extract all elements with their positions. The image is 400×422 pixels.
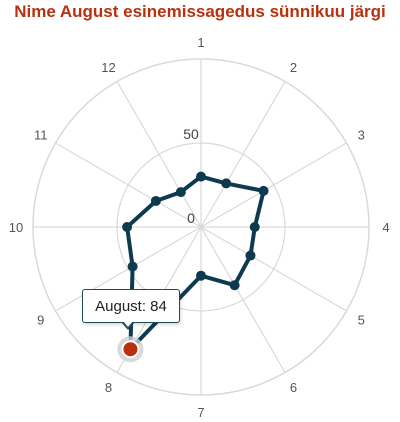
highlight-layer: [117, 336, 144, 363]
grid-spoke: [200, 142, 347, 228]
data-point[interactable]: [245, 250, 256, 261]
month-tick-label: 9: [37, 313, 44, 328]
tooltip: August: 84: [82, 289, 180, 323]
month-tick-label: 12: [101, 60, 115, 75]
grid-spoke: [116, 81, 202, 228]
month-tick-label: 2: [290, 60, 297, 75]
grid-spoke: [200, 226, 347, 312]
month-tick-label: 11: [34, 128, 48, 143]
data-point[interactable]: [229, 280, 240, 291]
data-point[interactable]: [249, 222, 260, 232]
data-point[interactable]: [150, 195, 161, 206]
month-tick-label: 4: [382, 220, 389, 235]
grid-spoke: [55, 226, 202, 312]
data-point[interactable]: [175, 187, 186, 198]
tooltip-arrow-inner: [123, 321, 133, 327]
highlighted-data-point[interactable]: [121, 340, 140, 359]
month-tick-label: 8: [105, 380, 112, 395]
data-point[interactable]: [258, 185, 269, 196]
grid-spoke: [200, 226, 286, 373]
month-tick-label: 6: [290, 380, 297, 395]
radial-axis-labels: 0 50: [183, 126, 199, 226]
radial-tick-label: 50: [183, 126, 199, 142]
grid-spoke: [200, 81, 286, 228]
month-tick-label: 10: [9, 220, 23, 235]
month-tick-label: 5: [358, 313, 365, 328]
month-tick-label: 7: [197, 405, 204, 420]
data-point[interactable]: [196, 171, 206, 182]
data-point[interactable]: [122, 222, 133, 232]
series-august: [122, 171, 269, 352]
data-point[interactable]: [196, 270, 206, 281]
grid-spoke: [55, 142, 202, 228]
data-point[interactable]: [127, 261, 138, 272]
data-point[interactable]: [221, 178, 232, 189]
chart-grid: [32, 58, 370, 396]
chart-title: Nime August esinemissagedus sünnikuu jär…: [14, 2, 386, 21]
month-tick-label: 1: [197, 35, 204, 50]
radial-tick-label: 0: [187, 210, 195, 226]
month-tick-label: 3: [358, 128, 365, 143]
